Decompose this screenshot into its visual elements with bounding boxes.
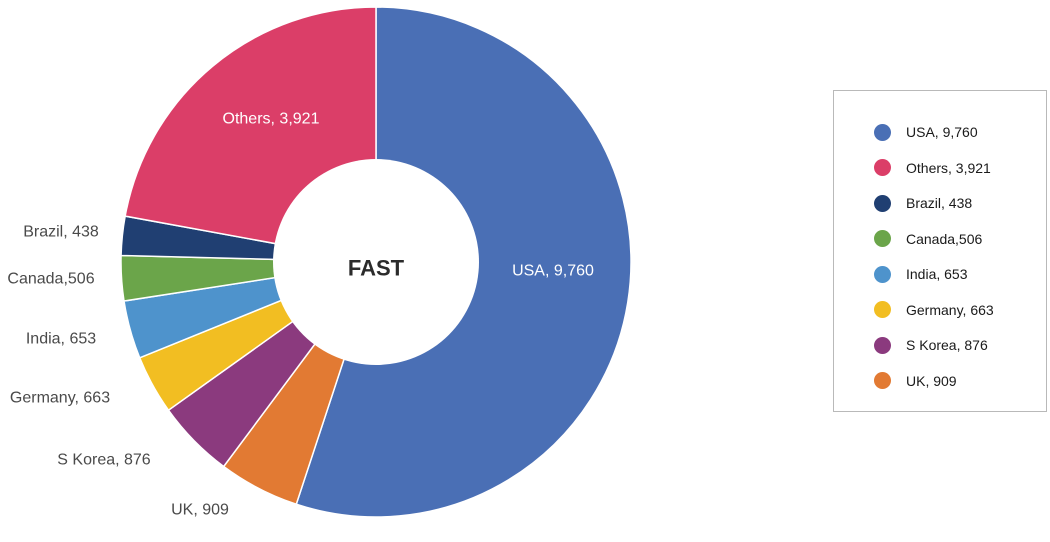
legend-swatch xyxy=(874,336,891,354)
legend-label: Germany, 663 xyxy=(906,301,994,318)
legend-item-others: Others, 3,921 xyxy=(874,158,991,178)
legend-swatch xyxy=(874,123,891,141)
slice-label-brazil: Brazil, 438 xyxy=(23,224,99,241)
legend-label: UK, 909 xyxy=(906,372,957,389)
legend-item-canada: Canada,506 xyxy=(874,229,982,249)
legend-label: S Korea, 876 xyxy=(906,337,988,353)
center-label: FAST xyxy=(348,256,405,281)
legend-label: Brazil, 438 xyxy=(906,195,973,211)
donut-hole xyxy=(273,159,479,365)
slice-label-canada: Canada,506 xyxy=(7,271,94,288)
legend: USA, 9,760 Others, 3,921 Brazil, 438 Canada… xyxy=(833,90,1047,412)
slice-label-uk: UK, 909 xyxy=(171,502,229,519)
slice-label-others: Others, 3,921 xyxy=(223,111,320,128)
slice-label-usa: USA, 9,760 xyxy=(512,263,594,280)
legend-swatch xyxy=(874,265,891,283)
slice-label-s-korea: S Korea, 876 xyxy=(57,452,151,469)
legend-label: India, 653 xyxy=(906,266,968,282)
legend-swatch xyxy=(874,159,891,176)
legend-label: Canada,506 xyxy=(906,230,983,247)
legend-label: Others, 3,921 xyxy=(906,159,991,176)
legend-swatch xyxy=(874,230,891,247)
legend-swatch xyxy=(874,301,891,318)
legend-item-brazil: Brazil, 438 xyxy=(874,193,972,213)
legend-swatch xyxy=(874,372,891,389)
legend-swatch xyxy=(874,194,891,212)
slice-label-india: India, 653 xyxy=(26,331,96,348)
legend-item-uk: UK, 909 xyxy=(874,371,957,391)
legend-item-india: India, 653 xyxy=(874,264,968,284)
legend-item-germany: Germany, 663 xyxy=(874,300,994,320)
slice-label-germany: Germany, 663 xyxy=(10,390,110,407)
legend-label: USA, 9,760 xyxy=(906,124,978,140)
slice-labels: USA, 9,760 UK, 909 S Korea, 876 Germany, 66… xyxy=(7,111,594,519)
legend-item-usa: USA, 9,760 xyxy=(874,122,978,142)
legend-item-s-korea: S Korea, 876 xyxy=(874,335,988,355)
